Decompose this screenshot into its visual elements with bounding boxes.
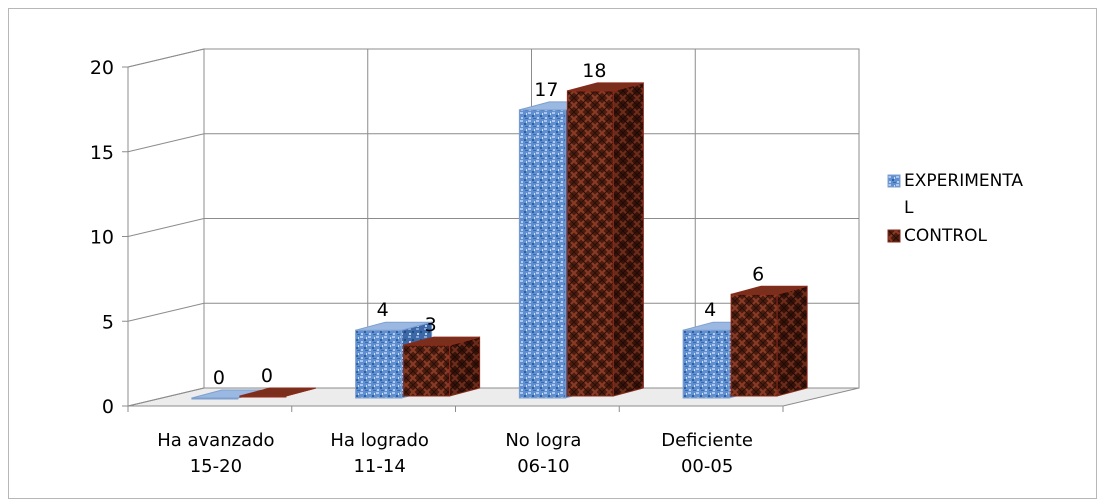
bar-front xyxy=(355,329,403,399)
legend-item-control: CONTROL xyxy=(887,226,988,246)
y-tick-label: 5 xyxy=(102,311,114,333)
x-tick-label: 06-10 xyxy=(517,456,569,477)
gridline-side xyxy=(127,387,205,407)
bar-top xyxy=(403,336,480,346)
x-tick-label: Ha avanzado xyxy=(157,430,274,451)
bar-side xyxy=(776,285,808,397)
gridline-side xyxy=(127,218,205,237)
y-tick-label: 15 xyxy=(90,142,114,164)
bar-control-3 xyxy=(730,285,808,397)
x-tick-label: Ha logrado xyxy=(330,430,429,451)
bar-front xyxy=(403,344,451,397)
x-axis: Ha avanzado 15-20 Ha logrado 11-14 No logra 0… xyxy=(127,405,784,477)
bar-side xyxy=(449,336,481,397)
gridline-side xyxy=(127,302,205,322)
x-tick-label: 00-05 xyxy=(681,456,733,477)
bar-top xyxy=(567,82,644,92)
y-axis: 0 5 10 15 20 xyxy=(90,57,129,418)
bar-top xyxy=(239,387,317,397)
data-label: 6 xyxy=(752,263,764,285)
bar-control-1 xyxy=(403,336,481,397)
data-label: 4 xyxy=(377,299,389,321)
x-tick-label: 15-20 xyxy=(190,456,242,477)
bar-front xyxy=(566,90,614,397)
legend-label: EXPERIMENTA xyxy=(904,171,1023,191)
legend-label: L xyxy=(904,198,914,218)
bar-front xyxy=(682,329,730,399)
y-tick-label: 20 xyxy=(90,57,114,79)
bar-top xyxy=(355,321,432,331)
bar-top xyxy=(730,285,808,295)
bar-side xyxy=(612,82,644,397)
y-tick-label: 0 xyxy=(102,396,114,418)
data-label: 0 xyxy=(261,365,273,387)
data-label: 17 xyxy=(534,79,558,101)
data-label: 0 xyxy=(213,367,225,389)
legend-swatch xyxy=(887,229,901,243)
gridline-side xyxy=(127,133,205,153)
data-label: 18 xyxy=(582,60,606,82)
bar-control-2 xyxy=(566,82,644,397)
bar-front xyxy=(730,293,778,397)
bar-control-0 xyxy=(239,387,317,398)
legend-swatch xyxy=(887,174,901,188)
chart-bars xyxy=(191,82,808,400)
legend-item-experimental: EXPERIMENTA L xyxy=(887,171,1023,218)
x-tick-label: No logra xyxy=(505,430,581,451)
bar-front xyxy=(518,109,566,399)
x-tick-label: Deficiente xyxy=(661,430,753,451)
x-tick-label: 11-14 xyxy=(353,456,405,477)
legend-label: CONTROL xyxy=(904,226,988,246)
data-label: 3 xyxy=(425,314,437,336)
gridline-side xyxy=(127,48,205,68)
data-label: 4 xyxy=(704,299,716,321)
legend: EXPERIMENTA L CONTROL xyxy=(887,171,1023,246)
y-tick-label: 10 xyxy=(90,227,114,249)
data-labels: 0 0 4 3 17 18 4 6 xyxy=(213,60,764,389)
